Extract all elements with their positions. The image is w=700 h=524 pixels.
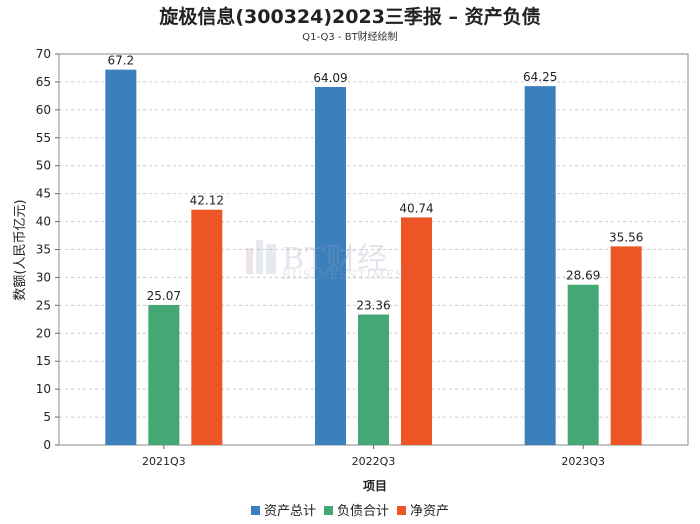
legend-label: 资产总计 <box>263 504 316 519</box>
y-tick-label: 5 <box>43 410 51 424</box>
bar <box>358 314 389 445</box>
legend-swatch <box>323 506 333 515</box>
data-label: 40.74 <box>399 201 433 215</box>
data-label: 28.69 <box>566 269 600 283</box>
bars <box>105 69 642 446</box>
y-tick-label: 35 <box>36 243 51 257</box>
bar <box>401 217 432 445</box>
y-tick-label: 55 <box>36 131 51 145</box>
watermark-sub: BUSINESSTIMES <box>282 268 405 282</box>
x-tick-label: 2022Q3 <box>352 455 396 468</box>
axes: 0 5 10 15 20 25 30 35 40 45 50 55 60 65 70 2021Q3 2022Q3… <box>36 47 689 468</box>
watermark-main: BT财经 <box>282 242 389 277</box>
y-tick-label: 0 <box>43 438 51 452</box>
legend-item: 负债合计 <box>323 500 389 519</box>
bt-logo-icon <box>246 240 276 274</box>
chart-title: 旋极信息(300324)2023三季报 – 资产负债 <box>159 6 541 28</box>
y-tick-label: 25 <box>36 298 51 312</box>
y-tick-label: 70 <box>36 47 51 61</box>
data-label: 42.12 <box>190 194 224 208</box>
bar <box>105 69 137 445</box>
data-label: 35.56 <box>609 230 643 244</box>
bar <box>315 87 346 446</box>
bar <box>610 246 642 445</box>
legend-label: 净资产 <box>410 504 450 519</box>
data-label: 64.25 <box>523 70 557 84</box>
chart-subtitle: Q1-Q3 - BT财经绘制 <box>302 32 398 43</box>
data-label: 23.36 <box>356 299 390 313</box>
legend-item: 资产总计 <box>250 500 316 519</box>
y-tick-label: 45 <box>36 187 51 201</box>
y-tick-label: 40 <box>36 215 51 229</box>
x-tick-label: 2021Q3 <box>142 455 186 468</box>
bar <box>524 86 556 445</box>
y-axis-label: 数额(人民币亿元) <box>13 199 28 300</box>
data-label: 25.07 <box>147 289 181 303</box>
y-tick-label: 15 <box>36 354 51 368</box>
bar <box>148 304 180 445</box>
legend-swatch <box>250 506 260 515</box>
y-tick-label: 30 <box>36 270 51 284</box>
x-tick-label: 2023Q3 <box>561 455 605 468</box>
legend-swatch <box>397 506 406 515</box>
data-label: 67.2 <box>107 54 134 68</box>
legend-label: 负债合计 <box>336 504 389 519</box>
y-tick-label: 10 <box>36 382 51 396</box>
data-label: 64.09 <box>313 71 347 85</box>
bar <box>567 284 599 445</box>
bar <box>191 209 223 445</box>
y-tick-label: 20 <box>36 326 51 340</box>
legend: 资产总计 负债合计 净资产 <box>0 500 700 519</box>
y-tick-label: 60 <box>36 103 51 117</box>
x-axis-label: 项目 <box>363 479 387 493</box>
y-tick-label: 50 <box>36 159 51 173</box>
data-labels: 67.2 25.07 42.12 64.09 23.36 40.74 64.25 28.69 3… <box>107 54 643 313</box>
y-tick-label: 65 <box>36 75 51 89</box>
legend-item: 净资产 <box>397 500 449 519</box>
